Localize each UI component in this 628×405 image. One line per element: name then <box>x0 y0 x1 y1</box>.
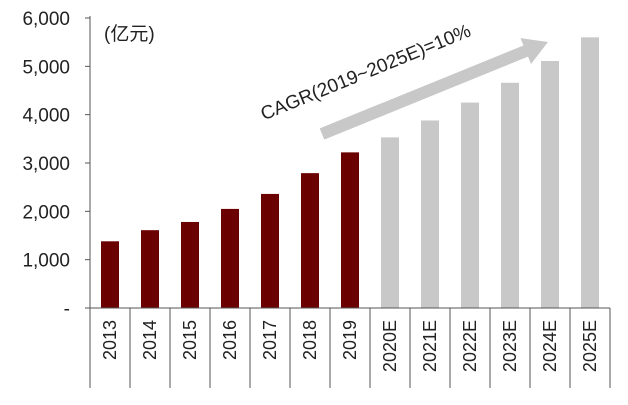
bar-2016 <box>221 208 239 308</box>
x-tick-label: 2025E <box>580 320 600 372</box>
bar-2018 <box>301 173 319 308</box>
bar-2025E <box>581 37 599 308</box>
x-tick-label: 2021E <box>420 320 440 372</box>
y-tick-label: 6,000 <box>22 9 70 30</box>
bar-2015 <box>181 221 199 308</box>
y-axis: - 1,000 2,000 3,000 4,000 5,000 6,000 <box>22 9 91 320</box>
x-tick-label: 2017 <box>260 320 280 360</box>
y-tick-label: - <box>64 299 70 320</box>
x-tick-label: 2013 <box>100 320 120 360</box>
y-tick-label: 1,000 <box>22 251 70 272</box>
x-tick-label: 2019 <box>340 320 360 360</box>
arrow-shape <box>319 38 548 140</box>
x-tick-label: 2014 <box>140 320 160 360</box>
cagr-arrow-icon <box>319 38 548 140</box>
x-tick-label: 2023E <box>500 320 520 372</box>
bar-2021E <box>421 120 439 308</box>
y-tick-label: 2,000 <box>22 202 70 223</box>
bar-2019 <box>341 152 359 308</box>
x-tick-label: 2024E <box>540 320 560 372</box>
y-tick-label: 3,000 <box>22 154 70 175</box>
x-tick-label: 2016 <box>220 320 240 360</box>
cagr-annotation: CAGR(2019~2025E)=10% <box>258 21 474 125</box>
y-tick-label: 4,000 <box>22 106 70 127</box>
bar-2022E <box>461 102 479 308</box>
x-tick-label: 2020E <box>380 320 400 372</box>
x-tick-label: 2022E <box>460 320 480 372</box>
x-tick-label: 2015 <box>180 320 200 360</box>
bar-2020E <box>381 137 399 308</box>
bar-2017 <box>261 193 279 308</box>
x-tick-label: 2018 <box>300 320 320 360</box>
bar-2013 <box>101 241 119 308</box>
x-axis: 2013 2014 2015 2016 2017 2018 2019 2020E 2021E 20… <box>89 307 611 388</box>
bar-2023E <box>501 82 519 309</box>
bar-2024E <box>541 61 559 309</box>
bars <box>101 37 599 309</box>
bar-2014 <box>141 230 159 308</box>
y-tick-label: 5,000 <box>22 57 70 78</box>
unit-label: (亿元) <box>104 23 155 45</box>
